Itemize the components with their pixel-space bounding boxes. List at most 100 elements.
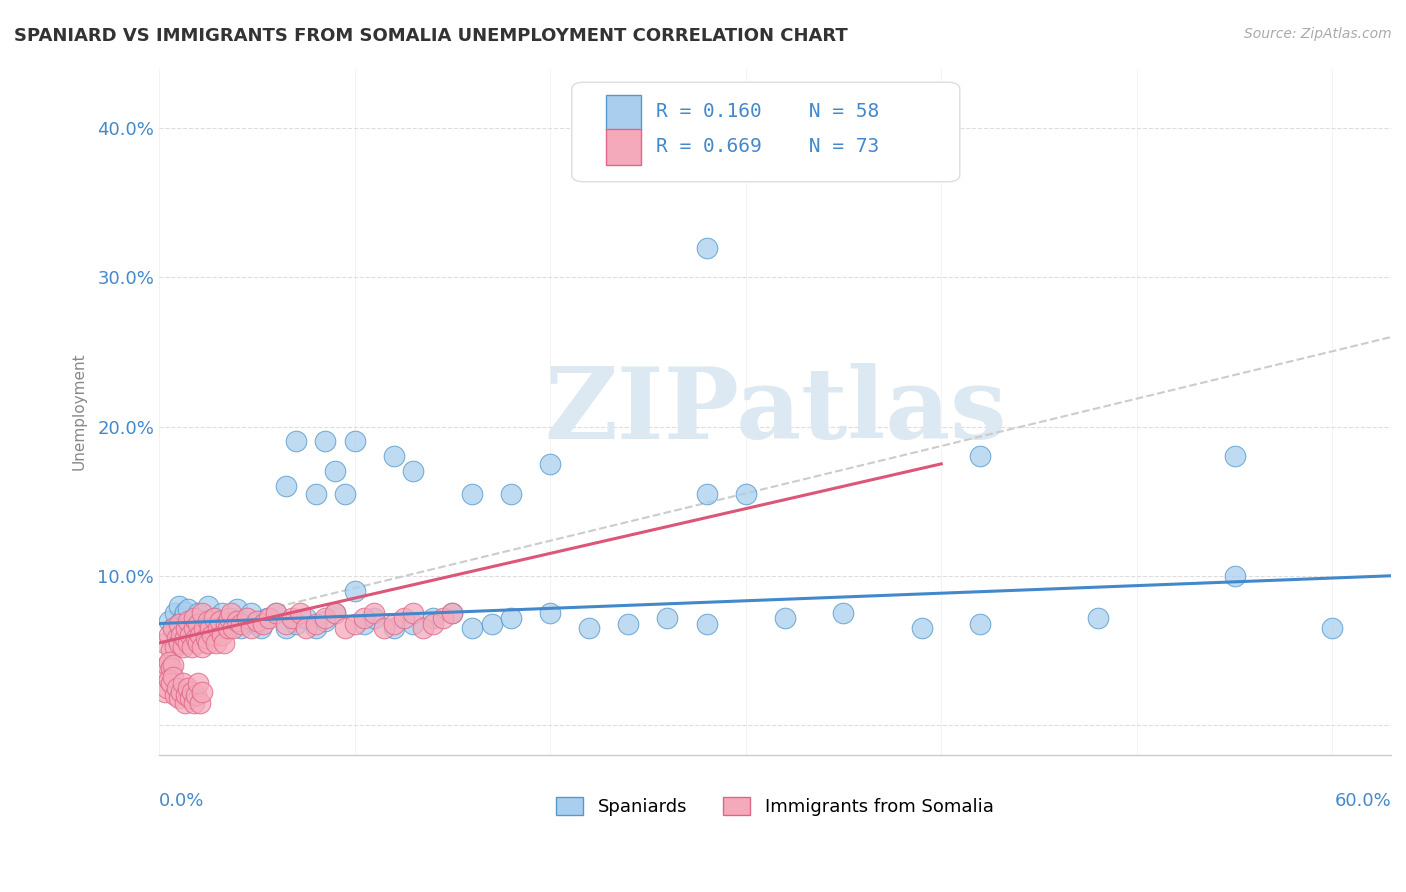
Point [441,606,464,620]
Point [333,621,356,635]
Point [172,610,194,624]
Point [156,658,179,673]
Text: 60.0%: 60.0% [1334,792,1391,810]
Point [382,621,405,635]
Point [969,450,991,464]
Point [240,606,263,620]
Point [382,616,405,631]
Point [734,486,756,500]
Point [162,670,184,684]
Point [159,661,181,675]
Point [187,606,209,620]
Point [191,606,214,620]
Point [191,614,214,628]
Point [304,621,326,635]
Point [193,621,215,635]
Point [294,610,316,624]
Point [176,621,198,635]
Point [323,606,346,620]
Point [207,614,229,628]
Point [159,643,181,657]
Point [226,601,249,615]
Point [832,606,855,620]
Point [304,486,326,500]
Point [212,636,235,650]
Text: R = 0.669    N = 73: R = 0.669 N = 73 [655,136,879,155]
Point [204,636,226,650]
Point [422,616,444,631]
Point [226,610,249,624]
Point [177,636,200,650]
Point [217,621,239,635]
Point [266,606,288,620]
Point [159,676,181,690]
Point [173,632,195,646]
Point [157,628,180,642]
Point [422,610,444,624]
Point [187,616,209,631]
Point [276,616,298,631]
Point [382,450,405,464]
Point [481,616,503,631]
Point [191,640,214,655]
Point [177,681,200,695]
Point [207,621,229,635]
Point [177,621,200,635]
Point [343,616,366,631]
Point [153,636,176,650]
Point [167,616,190,631]
Point [221,616,243,631]
Point [179,614,201,628]
Point [169,628,191,642]
Text: R = 0.160    N = 58: R = 0.160 N = 58 [655,103,879,121]
Point [246,616,269,631]
Text: ZIPatlas: ZIPatlas [544,363,1007,460]
Point [195,632,218,646]
Point [353,616,375,631]
Point [217,621,239,635]
Point [236,610,259,624]
Point [226,614,249,628]
Point [696,241,718,255]
Point [441,606,464,620]
Point [186,688,208,702]
Point [208,614,231,628]
Point [188,628,211,642]
Point [222,621,245,635]
Point [167,616,190,631]
Point [249,621,271,635]
Point [323,464,346,478]
Point [163,688,186,702]
Point [911,621,934,635]
Point [153,685,176,699]
Point [252,616,274,631]
Point [197,614,219,628]
Point [323,606,346,620]
Point [183,610,205,624]
Legend: Spaniards, Immigrants from Somalia: Spaniards, Immigrants from Somalia [550,789,1001,823]
Point [214,616,236,631]
Point [1223,568,1246,582]
Point [187,636,209,650]
Point [288,606,311,620]
Point [285,616,308,631]
Point [304,616,326,631]
Point [246,614,269,628]
Point [162,621,184,635]
FancyBboxPatch shape [572,82,960,182]
Point [191,685,214,699]
Point [157,673,180,688]
Text: 0.0%: 0.0% [159,792,204,810]
Point [201,628,224,642]
Point [343,583,366,598]
Point [187,676,209,690]
Point [314,434,336,449]
Point [231,621,253,635]
Point [1322,621,1344,635]
Point [211,628,233,642]
Point [197,599,219,613]
Point [363,610,385,624]
Point [172,676,194,690]
Point [499,610,522,624]
Point [153,661,176,675]
